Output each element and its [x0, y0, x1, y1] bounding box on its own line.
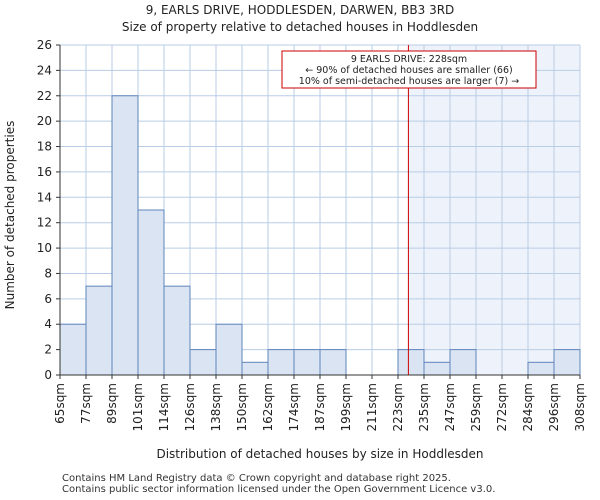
bar — [59, 323, 87, 376]
larger-region-shade — [408, 45, 580, 375]
y-tick-label: 6 — [44, 292, 52, 306]
x-tick-label: 89sqm — [105, 383, 119, 424]
x-tick-label: 126sqm — [183, 383, 197, 431]
y-tick-label: 10 — [37, 241, 52, 255]
y-tick-label: 16 — [37, 165, 52, 179]
bar — [189, 349, 217, 376]
x-tick-label: 138sqm — [209, 383, 223, 431]
x-tick-label: 223sqm — [391, 383, 405, 431]
footer-line-2: Contains public sector information licen… — [62, 484, 496, 495]
x-axis-label: Distribution of detached houses by size … — [156, 447, 483, 461]
y-tick-label: 20 — [37, 114, 52, 128]
y-tick-label: 8 — [44, 266, 52, 280]
bar — [527, 361, 555, 376]
chart-subtitle: Size of property relative to detached ho… — [122, 20, 478, 34]
bar — [163, 285, 191, 376]
x-tick-label: 101sqm — [131, 383, 145, 431]
x-tick-label: 247sqm — [443, 383, 457, 431]
bar — [423, 361, 451, 376]
x-tick-label: 284sqm — [521, 383, 535, 431]
x-tick-label: 150sqm — [235, 383, 249, 431]
x-tick-label: 77sqm — [79, 383, 93, 424]
y-tick-label: 4 — [44, 317, 52, 331]
y-tick-label: 26 — [37, 38, 52, 52]
x-tick-label: 211sqm — [365, 383, 379, 431]
y-tick-label: 18 — [37, 140, 52, 154]
x-tick-label: 114sqm — [157, 383, 171, 431]
chart-title: 9, EARLS DRIVE, HODDLESDEN, DARWEN, BB3 … — [146, 3, 455, 17]
x-tick-label: 65sqm — [53, 383, 67, 424]
x-tick-label: 174sqm — [287, 383, 301, 431]
bar — [85, 285, 113, 376]
y-tick-label: 12 — [37, 216, 52, 230]
bar — [449, 349, 477, 376]
bar — [397, 349, 425, 376]
annotation-box — [281, 50, 537, 89]
x-tick-label: 187sqm — [313, 383, 327, 431]
bar — [267, 349, 295, 376]
bar — [215, 323, 243, 376]
y-tick-label: 24 — [37, 63, 52, 77]
y-tick-label: 0 — [44, 368, 52, 382]
x-tick-label: 272sqm — [495, 383, 509, 431]
bar — [319, 349, 347, 376]
bar — [137, 209, 165, 376]
annotation-line: 10% of semi-detached houses are larger (… — [299, 76, 519, 87]
x-tick-label: 308sqm — [573, 383, 587, 431]
x-tick-label: 259sqm — [469, 383, 483, 431]
annotation-line: 9 EARLS DRIVE: 228sqm — [351, 54, 467, 65]
y-tick-label: 2 — [44, 343, 52, 357]
x-tick-label: 296sqm — [547, 383, 561, 431]
x-tick-label: 235sqm — [417, 383, 431, 431]
annotation-line: ← 90% of detached houses are smaller (66… — [305, 65, 512, 76]
bar — [111, 95, 139, 376]
y-tick-label: 22 — [37, 89, 52, 103]
bar — [553, 349, 581, 376]
x-tick-label: 199sqm — [339, 383, 353, 431]
x-tick-label: 162sqm — [261, 383, 275, 431]
footer-line-1: Contains HM Land Registry data © Crown c… — [62, 473, 451, 484]
bar — [241, 361, 269, 376]
bar — [293, 349, 321, 376]
y-axis-label: Number of detached properties — [3, 121, 17, 310]
y-tick-label: 14 — [37, 190, 52, 204]
chart: 9, EARLS DRIVE, HODDLESDEN, DARWEN, BB3 … — [3, 3, 587, 461]
